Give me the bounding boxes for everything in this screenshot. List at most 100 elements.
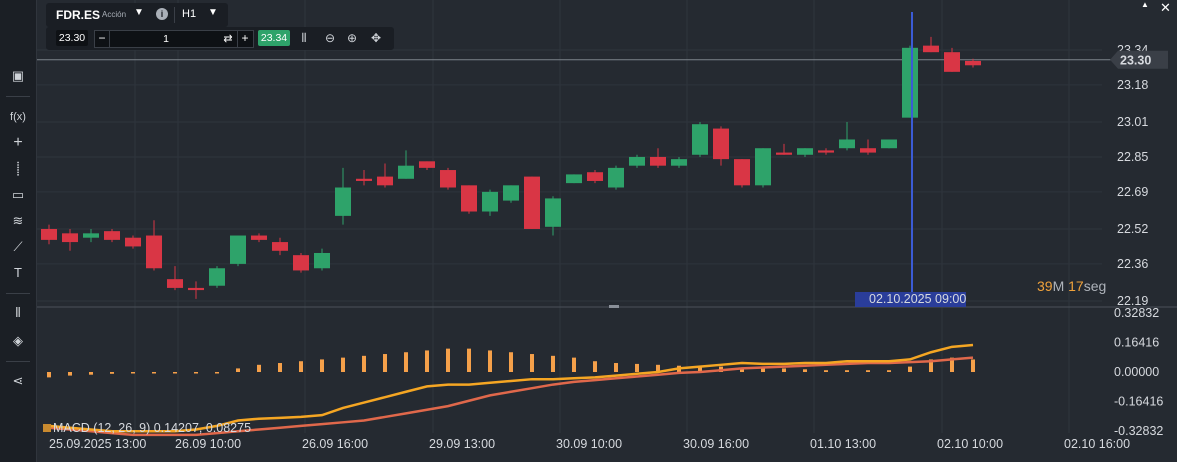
candle-body	[503, 185, 519, 201]
macd-histogram-bar	[488, 350, 492, 372]
candle-body	[209, 268, 225, 286]
macd-histogram-bar	[89, 372, 93, 375]
price-axis: 23.3423.1823.0122.8522.6922.5222.3622.19…	[1110, 43, 1168, 308]
line-tool-icon[interactable]: ⸽	[16, 161, 20, 176]
candle-body	[692, 124, 708, 155]
macd-histogram-bar	[131, 372, 135, 374]
quantity-input[interactable]: 1	[163, 33, 169, 45]
chart-area[interactable]: 23.34 23.18 23.01 22.85 22.69 22.52 22.36 22.19…	[37, 0, 1177, 462]
swap-icon[interactable]: ⇄	[223, 33, 233, 45]
symbol-dropdown-icon[interactable]: ▼	[134, 7, 144, 18]
crosshair-icon[interactable]: +	[13, 134, 23, 151]
buy-price-button[interactable]: 23.34	[258, 30, 290, 46]
close-icon[interactable]: ✕	[1160, 0, 1171, 15]
time-axis-label: 02.10 16:00	[1064, 437, 1130, 451]
left-toolbar: ▣ f(x) + ⸽ ▭ ≋ ⟋ T ⫴ ◈ ⋖	[0, 0, 37, 462]
countdown-minutes: 39	[1037, 278, 1053, 294]
macd-histogram-bar	[467, 348, 471, 372]
function-icon[interactable]: f(x)	[10, 111, 26, 123]
timeframe-dropdown-icon[interactable]: ▼	[208, 7, 218, 18]
candle-body	[335, 187, 351, 216]
macd-histogram-bar	[362, 355, 366, 372]
candle-body	[839, 139, 855, 149]
countdown-seconds: 17	[1068, 278, 1084, 294]
macd-histogram-bar	[425, 350, 429, 372]
collapse-icon[interactable]: ▲	[1141, 0, 1149, 9]
macd-histogram-bar	[341, 357, 345, 372]
macd-histogram-bar	[194, 372, 198, 374]
time-axis-label: 26.09 16:00	[302, 437, 368, 451]
macd-histogram-bar	[404, 352, 408, 372]
macd-histogram-bar	[173, 372, 177, 374]
candle-body	[545, 198, 561, 227]
macd-histogram-bar	[257, 364, 261, 372]
macd-histogram-bar	[215, 372, 219, 374]
candle-body	[377, 176, 393, 186]
gann-fan-icon[interactable]: ⟋	[13, 239, 23, 254]
time-axis-label: 01.10 13:00	[810, 437, 876, 451]
macd-histogram-bar	[572, 357, 576, 372]
candle-body	[461, 185, 477, 212]
rectangle-icon[interactable]: ▭	[11, 187, 25, 202]
info-icon[interactable]: i	[156, 8, 168, 20]
time-axis: 25.09.2025 13:00 26.09 10:00 26.09 16:00 29…	[49, 437, 1130, 451]
share-icon[interactable]: ⋖	[12, 373, 24, 388]
macd-histogram-bar	[278, 363, 282, 372]
macd-histogram-bar	[656, 364, 660, 372]
macd-histogram-bar	[908, 366, 912, 372]
candle-body	[587, 172, 603, 181]
candle-body	[104, 231, 120, 240]
candle-body	[629, 156, 645, 166]
candle-body	[41, 228, 57, 240]
candle-body	[146, 235, 162, 269]
symbol-panel: FDR.ES Acción ▼ i H1 ▼	[46, 3, 228, 27]
fibonacci-icon[interactable]: ≋	[12, 213, 24, 228]
countdown-seconds-unit: seg	[1083, 278, 1107, 294]
time-axis-label: 30.09 10:00	[556, 437, 622, 451]
grid	[37, 0, 1177, 433]
timeframe-value[interactable]: H1	[182, 8, 197, 20]
candle-body	[860, 148, 876, 153]
candle-body	[398, 165, 414, 179]
candle-body	[524, 176, 540, 229]
macd-line	[48, 343, 974, 433]
candle-body	[482, 191, 498, 212]
candle-body	[230, 235, 246, 264]
time-axis-label: 25.09.2025 13:00	[49, 437, 146, 451]
sell-price-button[interactable]: 23.30	[56, 30, 88, 46]
quantity-stepper[interactable]: − 1 ⇄ +	[94, 30, 254, 48]
symbol-name[interactable]: FDR.ES	[56, 8, 101, 22]
candle-body	[440, 170, 456, 188]
zoom-in-icon[interactable]: ⊕	[346, 31, 358, 45]
price-axis-label: 22.36	[1117, 257, 1148, 271]
time-axis-label: 29.09 13:00	[429, 437, 495, 451]
crosshair: 02.10.2025 09:00	[855, 12, 966, 307]
time-axis-label: 30.09 16:00	[683, 437, 749, 451]
text-icon[interactable]: T	[14, 265, 22, 280]
candle-body	[272, 242, 288, 251]
window-icon[interactable]: ▣	[11, 68, 25, 83]
pane-resize-handle	[609, 305, 619, 308]
macd-histogram-bar	[551, 355, 555, 372]
macd-legend: MACD (12, 26, 9) 0.14207, 0.08275	[53, 421, 251, 435]
chart-canvas[interactable]: 23.34 23.18 23.01 22.85 22.69 22.52 22.36 22.19…	[37, 0, 1177, 462]
macd-histogram-bar	[761, 368, 765, 372]
move-icon[interactable]: ✥	[370, 31, 382, 45]
quantity-increase-button[interactable]: +	[237, 31, 252, 47]
candle-body	[566, 174, 582, 184]
candle-countdown: 39M 17seg	[1037, 278, 1106, 294]
chart-type-icon[interactable]: ⫴	[301, 31, 307, 45]
macd-histogram-bar	[824, 370, 828, 372]
macd-legend-swatch	[43, 424, 51, 432]
quantity-decrease-button[interactable]: −	[95, 31, 110, 47]
countdown-minutes-unit: M	[1052, 278, 1065, 294]
layers-icon[interactable]: ◈	[13, 333, 23, 348]
candle-body	[944, 52, 960, 72]
zoom-out-icon[interactable]: ⊖	[324, 31, 336, 45]
candle-body	[167, 279, 183, 288]
macd-histogram-bar	[509, 352, 513, 372]
indicators-icon[interactable]: ⫴	[15, 305, 21, 320]
candles	[41, 36, 981, 299]
price-axis-label: 22.19	[1117, 294, 1148, 308]
candle-body	[923, 45, 939, 53]
